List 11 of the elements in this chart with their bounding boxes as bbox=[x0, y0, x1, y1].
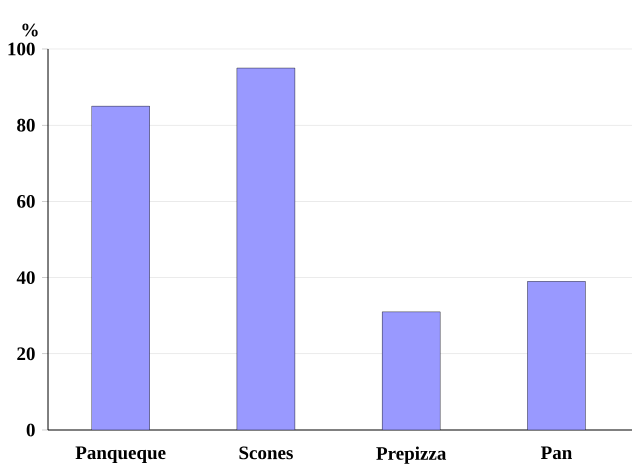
y-tick-label: 40 bbox=[16, 271, 35, 284]
x-tick-label: Scones bbox=[239, 446, 293, 460]
y-tick-label: 0 bbox=[26, 424, 35, 436]
y-tick-label: 100 bbox=[8, 42, 35, 56]
y-tick-label: 60 bbox=[17, 194, 35, 208]
x-tick-label: Prepizza bbox=[376, 446, 446, 464]
x-tick-label: Panqueque bbox=[76, 446, 166, 464]
y-axis-title: % bbox=[22, 24, 38, 36]
y-tick-label: 80 bbox=[17, 118, 35, 132]
x-tick-label: Pan bbox=[540, 446, 572, 460]
y-tick-label: 20 bbox=[17, 347, 35, 360]
